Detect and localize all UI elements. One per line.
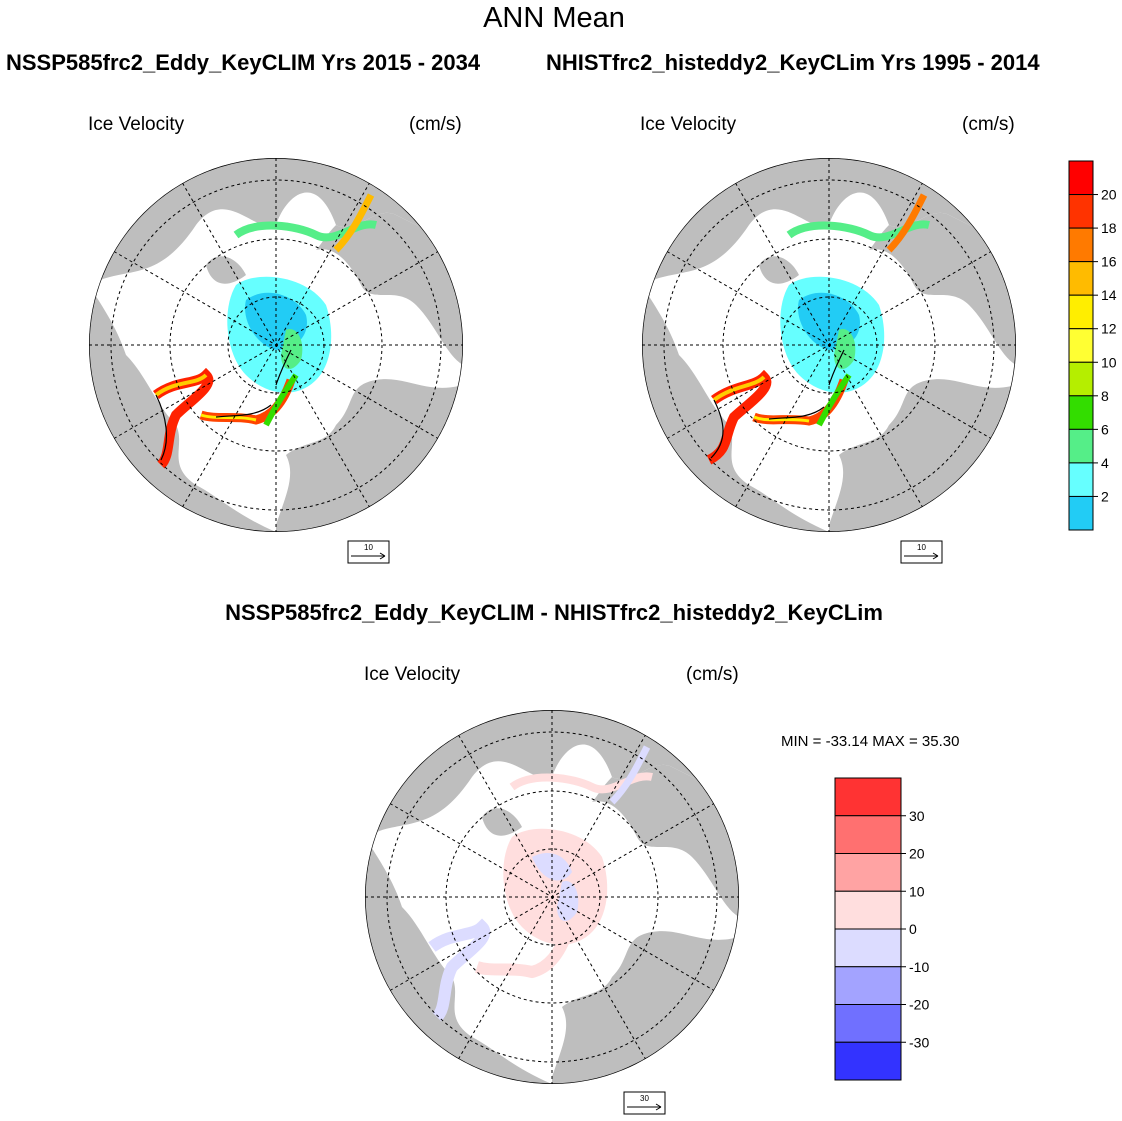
colorbar-ice-velocity: 20 18 16 14 12 10 8 6 4 2 (1068, 160, 1117, 531)
panel2-header: NHISTfrc2_histeddy2_KeyCLim Yrs 1995 - 2… (546, 50, 1040, 75)
colorbar-difference-tick-label: 30 (909, 808, 925, 824)
panel2-ref-vector-label: 10 (917, 543, 926, 552)
panel2-polar-map (642, 158, 1016, 532)
panel1-reference-vector: 10 (347, 540, 390, 564)
colorbar-difference-swatch (834, 1041, 902, 1081)
panel3-units-label: (cm/s) (686, 664, 739, 685)
main-title: ANN Mean (483, 2, 625, 34)
colorbar-difference-tick-label: 0 (909, 921, 917, 937)
colorbar-ice-velocity-tick-label: 18 (1101, 220, 1117, 236)
colorbar-ice-velocity-tick-label: 6 (1101, 421, 1109, 437)
panel1-header: NSSP585frc2_Eddy_KeyCLIM Yrs 2015 - 2034 (6, 50, 481, 75)
colorbar-ice-velocity-tick-label: 8 (1101, 388, 1109, 404)
colorbar-difference-swatch (834, 890, 902, 930)
colorbar-ice-velocity-tick-label: 20 (1101, 187, 1117, 203)
colorbar-ice-velocity-swatch (1068, 462, 1094, 497)
colorbar-difference-swatch (834, 928, 902, 968)
colorbar-ice-velocity-swatch (1068, 227, 1094, 263)
colorbar-difference-tick-label: -20 (909, 997, 929, 1013)
colorbar-difference-tick-label: 20 (909, 846, 925, 862)
colorbar-difference-swatch (834, 966, 902, 1005)
panel2-units-label: (cm/s) (962, 114, 1015, 135)
colorbar-ice-velocity-swatch (1068, 261, 1094, 296)
panel3-reference-vector: 30 (623, 1091, 666, 1115)
colorbar-ice-velocity-swatch (1068, 361, 1094, 397)
panel3-ref-vector-label: 30 (640, 1094, 649, 1103)
colorbar-difference-tick-label: -10 (909, 959, 929, 975)
colorbar-ice-velocity-swatch (1068, 294, 1094, 330)
colorbar-ice-velocity-swatch (1068, 328, 1094, 363)
colorbar-difference-swatch (834, 815, 902, 854)
colorbar-ice-velocity-swatch (1068, 160, 1094, 196)
colorbar-difference-swatch (834, 853, 902, 892)
colorbar-ice-velocity-swatch (1068, 395, 1094, 430)
panel3-difference-map (365, 710, 739, 1084)
colorbar-difference-tick-label: -30 (909, 1034, 929, 1050)
panel2-variable-label: Ice Velocity (640, 114, 737, 135)
panel3-variable-label: Ice Velocity (364, 664, 461, 685)
panel1-variable-label: Ice Velocity (88, 114, 185, 135)
colorbar-ice-velocity-tick-label: 16 (1101, 254, 1117, 270)
colorbar-difference-tick-label: 10 (909, 883, 925, 899)
panel2-reference-vector: 10 (900, 540, 943, 564)
colorbar-ice-velocity-tick-label: 2 (1101, 488, 1109, 504)
colorbar-ice-velocity-tick-label: 4 (1101, 455, 1109, 471)
panel1-ref-vector-label: 10 (364, 543, 373, 552)
colorbar-ice-velocity-tick-label: 12 (1101, 321, 1117, 337)
panel3-header: NSSP585frc2_Eddy_KeyCLIM - NHISTfrc2_his… (225, 600, 883, 625)
colorbar-ice-velocity-tick-label: 14 (1101, 287, 1117, 303)
diff-min-max: MIN = -33.14 MAX = 35.30 (781, 733, 960, 750)
colorbar-ice-velocity-swatch (1068, 495, 1094, 531)
colorbar-difference-swatch (834, 1004, 902, 1043)
panel1-polar-map (89, 158, 463, 532)
colorbar-difference-swatch (834, 777, 902, 817)
colorbar-difference: 30 20 10 0 -10 -20 -30 (834, 777, 929, 1081)
panel1-units-label: (cm/s) (409, 114, 462, 135)
colorbar-ice-velocity-tick-label: 10 (1101, 354, 1117, 370)
colorbar-ice-velocity-swatch (1068, 194, 1094, 229)
colorbar-ice-velocity-swatch (1068, 428, 1094, 464)
